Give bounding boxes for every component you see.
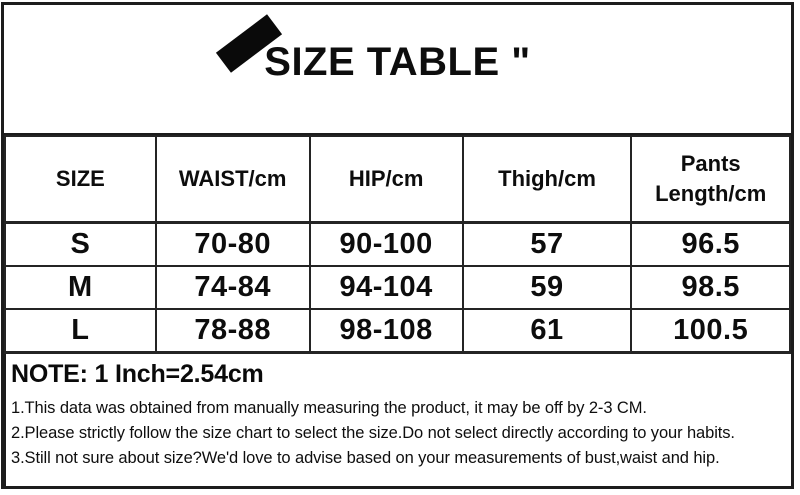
note-item-3: 3.Still not sure about size?We'd love to… <box>11 449 720 467</box>
cell-hip: 98-108 <box>308 308 464 354</box>
cell-size: L <box>4 308 157 354</box>
column-header-pants-length: Pants Length/cm <box>630 135 791 224</box>
table-header-row: SIZE WAIST/cm HIP/cm Thigh/cm Pants Leng… <box>4 135 791 224</box>
table-row-m: M 74-84 94-104 59 98.5 <box>4 265 791 310</box>
column-header-size: SIZE <box>4 135 157 224</box>
cell-waist: 78-88 <box>154 308 311 354</box>
table-row-s: S 70-80 90-100 57 96.5 <box>4 221 791 267</box>
cell-hip: 90-100 <box>308 221 464 267</box>
column-header-hip: HIP/cm <box>308 135 464 224</box>
cell-size: S <box>4 221 157 267</box>
cell-waist: 74-84 <box>154 265 311 310</box>
cell-pants-length: 100.5 <box>630 308 791 354</box>
table-row-l: L 78-88 98-108 61 100.5 <box>4 308 791 354</box>
page-title: SIZE TABLE " <box>264 39 531 84</box>
title-banner: SIZE TABLE " <box>4 5 791 135</box>
cell-pants-length: 98.5 <box>630 265 791 310</box>
note-item-2: 2.Please strictly follow the size chart … <box>11 424 735 442</box>
size-table: SIZE WAIST/cm HIP/cm Thigh/cm Pants Leng… <box>4 135 791 354</box>
cell-thigh: 61 <box>461 308 633 354</box>
cell-thigh: 59 <box>461 265 633 310</box>
notes-section: NOTE: 1 Inch=2.54cm 1.This data was obta… <box>4 354 791 486</box>
cell-waist: 70-80 <box>154 221 311 267</box>
size-table-section: SIZE WAIST/cm HIP/cm Thigh/cm Pants Leng… <box>4 135 791 354</box>
note-item-1: 1.This data was obtained from manually m… <box>11 399 647 417</box>
note-heading: NOTE: 1 Inch=2.54cm <box>11 360 264 388</box>
column-header-thigh: Thigh/cm <box>461 135 633 224</box>
size-chart-document: SIZE TABLE " SIZE WAIST/cm HIP/cm Thigh/… <box>1 2 794 489</box>
cell-thigh: 57 <box>461 221 633 267</box>
column-header-waist: WAIST/cm <box>154 135 311 224</box>
cell-hip: 94-104 <box>308 265 464 310</box>
cell-pants-length: 96.5 <box>630 221 791 267</box>
cell-size: M <box>4 265 157 310</box>
